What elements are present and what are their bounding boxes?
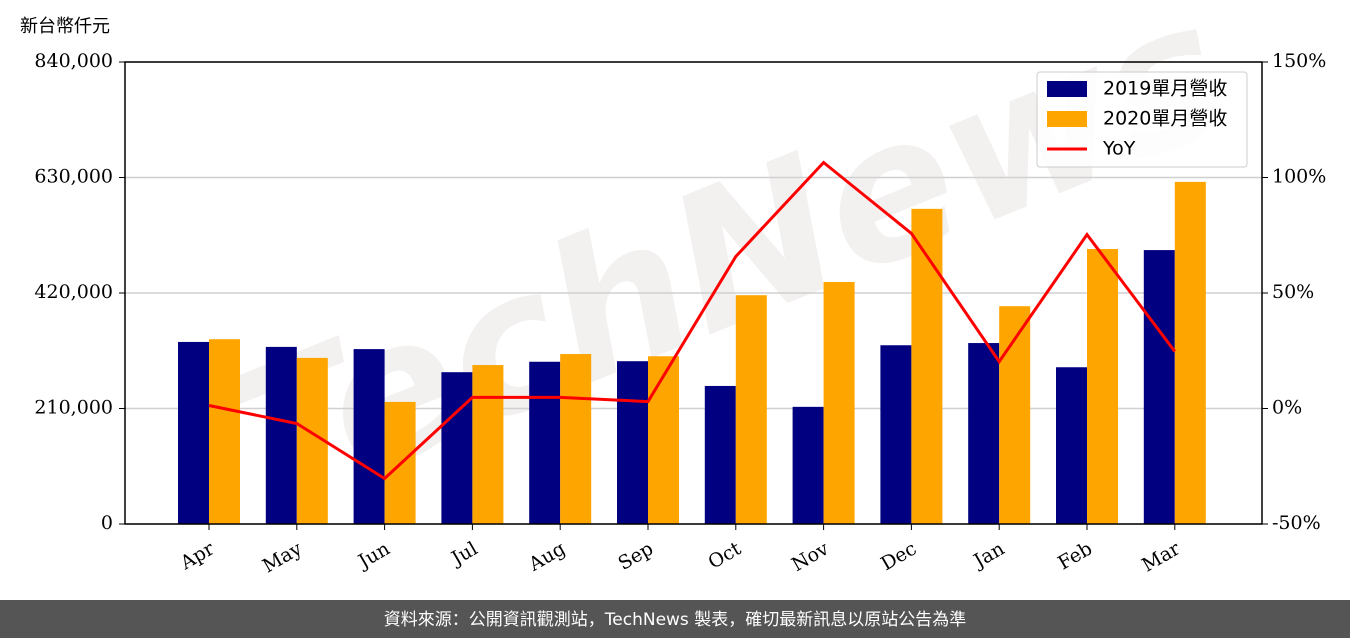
legend-label: 2019單月營收 (1103, 78, 1227, 100)
bar (1143, 250, 1175, 524)
bar (999, 306, 1031, 524)
legend-label: 2020單月營收 (1103, 108, 1227, 130)
line (208, 160, 1176, 481)
bar (441, 372, 473, 524)
bar (617, 361, 648, 524)
bar (560, 354, 592, 524)
footer-band (0, 600, 1350, 638)
y-tick-label: 210,000 (34, 397, 113, 419)
y2-tick-label: 0% (1272, 397, 1302, 419)
bar (1087, 249, 1118, 524)
unit-label: 新台幣仟元 (20, 16, 110, 37)
x-tick-label: Jul (446, 538, 481, 571)
y-tick-label: 420,000 (34, 281, 113, 303)
bar (968, 343, 1000, 524)
bar (1056, 367, 1087, 524)
x-tick-label: Oct (704, 537, 745, 573)
legend-swatch (1047, 81, 1087, 97)
legend-label: YoY (1102, 138, 1136, 160)
x-tick-label: Jun (353, 538, 394, 574)
bar (880, 345, 912, 524)
x-tick-label: Sep (614, 538, 657, 575)
bar (178, 341, 209, 524)
bar (823, 282, 855, 524)
y2-tick-label: 150% (1272, 50, 1326, 72)
y2-tick-label: 50% (1272, 281, 1314, 303)
x-tick-label: Feb (1054, 538, 1096, 575)
footer: 資料來源：公開資訊觀測站，TechNews 製表，確切最新訊息以原站公告為準 (384, 610, 966, 630)
x-tick-label: Nov (788, 537, 833, 576)
bar (353, 349, 385, 524)
bar (735, 295, 767, 524)
x-tick-label: Mar (1138, 537, 1184, 576)
bar (472, 365, 504, 524)
y-tick-label: 630,000 (34, 166, 113, 188)
y-tick-label: 840,000 (34, 50, 113, 72)
bar (792, 406, 824, 524)
bar (704, 385, 736, 524)
legend-frame (1036, 71, 1248, 168)
y2-tick-label: -50% (1272, 512, 1321, 534)
bar (209, 339, 240, 524)
x-tick-label: Jan (968, 538, 1008, 574)
legend-swatch (1047, 111, 1087, 127)
bar (648, 356, 679, 524)
bar (265, 346, 297, 524)
y2-tick-label: 100% (1272, 166, 1326, 188)
bar (529, 361, 561, 524)
x-tick-label: Dec (877, 538, 920, 576)
x-tick-label: Apr (176, 537, 219, 574)
plot-frame (124, 61, 1263, 525)
bar (911, 208, 943, 524)
x-tick-label: Aug (524, 538, 569, 577)
y-tick-label: 0 (101, 512, 113, 534)
bar (1174, 181, 1206, 524)
